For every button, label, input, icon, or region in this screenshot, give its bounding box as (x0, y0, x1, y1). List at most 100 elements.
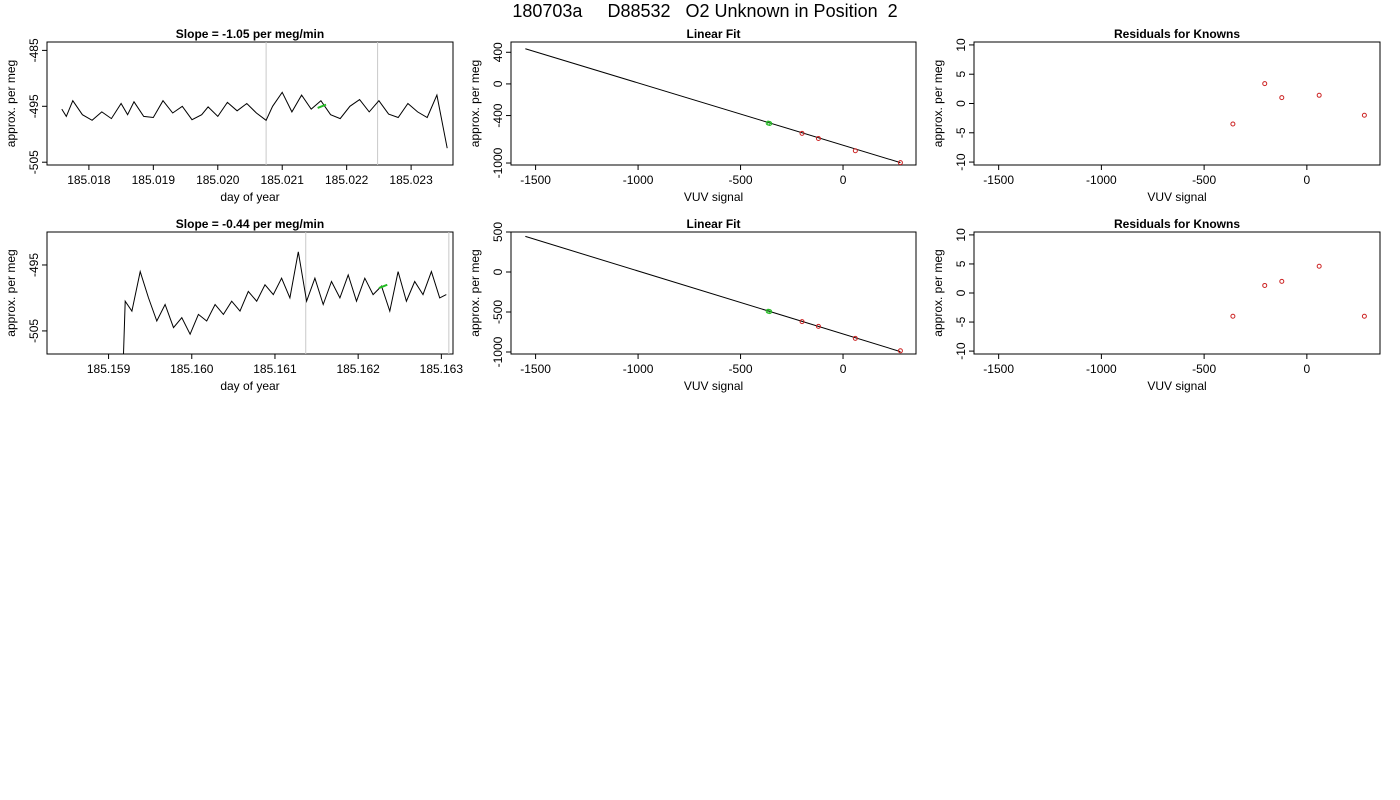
x-tick-label: 185.162 (336, 362, 380, 376)
x-tick-label: -1000 (1086, 362, 1117, 376)
plot-area (123, 232, 450, 354)
plot-frame (46, 41, 454, 166)
fit-line (525, 235, 901, 353)
y-axis-label: approx. per meg (4, 249, 18, 336)
known-point (815, 136, 821, 142)
page-title: 180703a D88532 O2 Unknown in Position 2 (512, 1, 898, 21)
known-point (1262, 81, 1268, 87)
x-tick-label: 0 (840, 362, 847, 376)
known-point (799, 319, 805, 325)
x-tick-label: 0 (840, 173, 847, 187)
y-tick-label: 5 (954, 260, 968, 267)
chart-panel-6: Residuals for Knowns -1500 -1000 -500 0 10 5 0 -… (931, 217, 1381, 393)
known-point (852, 148, 858, 154)
known-point (897, 160, 903, 165)
known-point (1230, 121, 1236, 127)
y-tick-label: -505 (27, 319, 41, 343)
highlight-segment (317, 103, 327, 109)
y-tick-label: -400 (491, 103, 505, 127)
series-line (61, 91, 448, 149)
known-point (799, 130, 805, 136)
chart-panel-3: Residuals for Knowns -1500 -1000 -500 0 10 5 0 -… (931, 27, 1381, 204)
x-tick-label: -500 (729, 362, 753, 376)
known-point (1316, 92, 1322, 98)
x-tick-label: -1500 (520, 362, 551, 376)
x-tick-label: 185.023 (389, 173, 433, 187)
plot-area (1230, 263, 1367, 319)
plot-frame (510, 41, 917, 166)
x-axis-label: VUV signal (1147, 190, 1206, 204)
x-tick-label: 185.021 (261, 173, 305, 187)
y-axis-label: approx. per meg (931, 60, 945, 147)
y-tick-label: -505 (27, 150, 41, 174)
known-point (852, 335, 858, 341)
y-tick-label: 10 (954, 38, 968, 52)
series-line (123, 251, 447, 354)
x-tick-label: -500 (1192, 173, 1216, 187)
known-point (1262, 282, 1268, 288)
chart-panel-1: Slope = -1.05 per meg/min 185.018 185.019 1… (4, 27, 454, 204)
y-axis-label: approx. per meg (468, 249, 482, 336)
y-tick-label: 0 (954, 100, 968, 107)
x-tick-label: -1000 (623, 173, 654, 187)
y-tick-label: -10 (954, 342, 968, 360)
fit-line (525, 48, 901, 164)
plot-area (1230, 81, 1367, 127)
plot-frame (973, 231, 1381, 355)
x-tick-label: -1000 (1086, 173, 1117, 187)
plot-frame (46, 231, 454, 355)
x-axis-label: day of year (220, 190, 279, 204)
x-axis-label: VUV signal (1147, 379, 1206, 393)
y-tick-label: 500 (491, 222, 505, 242)
plot-area (525, 48, 903, 165)
x-tick-label: -1500 (983, 362, 1014, 376)
known-point (897, 348, 903, 354)
y-tick-label: -495 (27, 94, 41, 118)
panel-title: Linear Fit (686, 217, 740, 231)
highlight-segment (378, 283, 388, 289)
plot-frame (973, 41, 1381, 166)
chart-panel-5: Linear Fit -1500 -1000 -500 0 500 0 -500 -1000 VU… (468, 217, 917, 393)
x-tick-label: 185.022 (325, 173, 369, 187)
x-tick-label: 0 (1304, 173, 1311, 187)
panel-title: Slope = -1.05 per meg/min (176, 27, 324, 41)
y-tick-label: 0 (491, 268, 505, 275)
plot-frame (510, 231, 917, 355)
chart-panel-4: Slope = -0.44 per meg/min 185.159 185.160 1… (4, 217, 463, 393)
panel-title: Slope = -0.44 per meg/min (176, 217, 324, 231)
x-tick-label: 185.020 (196, 173, 240, 187)
y-tick-label: 400 (491, 42, 505, 62)
x-tick-label: 185.160 (170, 362, 214, 376)
known-point (1279, 278, 1285, 284)
x-tick-label: 185.019 (132, 173, 176, 187)
chart-panel-2: Linear Fit -1500 -1000 -500 0 400 0 -400 -1000 VU… (468, 27, 917, 204)
x-axis-label: day of year (220, 379, 279, 393)
known-point (1361, 313, 1367, 319)
y-tick-label: 5 (954, 71, 968, 78)
panel-title: Linear Fit (686, 27, 740, 41)
x-tick-label: -1000 (623, 362, 654, 376)
panel-title: Residuals for Knowns (1114, 27, 1240, 41)
unknown-point (767, 309, 773, 315)
y-axis-label: approx. per meg (4, 60, 18, 147)
y-tick-label: 0 (491, 80, 505, 87)
unknown-point (767, 120, 773, 126)
x-tick-label: 0 (1304, 362, 1311, 376)
known-point (1230, 313, 1236, 319)
y-tick-label: -1000 (491, 336, 505, 367)
x-axis-label: VUV signal (684, 379, 743, 393)
y-tick-label: 0 (954, 289, 968, 296)
x-tick-label: -1500 (983, 173, 1014, 187)
y-axis-label: approx. per meg (931, 249, 945, 336)
y-axis-label: approx. per meg (468, 60, 482, 147)
x-tick-label: 185.161 (253, 362, 297, 376)
known-point (815, 323, 821, 329)
y-tick-label: -495 (27, 253, 41, 277)
x-tick-label: 185.163 (420, 362, 464, 376)
x-tick-label: -500 (1192, 362, 1216, 376)
y-tick-label: -10 (954, 153, 968, 171)
y-tick-label: -485 (27, 38, 41, 62)
x-tick-label: 185.018 (67, 173, 111, 187)
known-point (1361, 112, 1367, 118)
